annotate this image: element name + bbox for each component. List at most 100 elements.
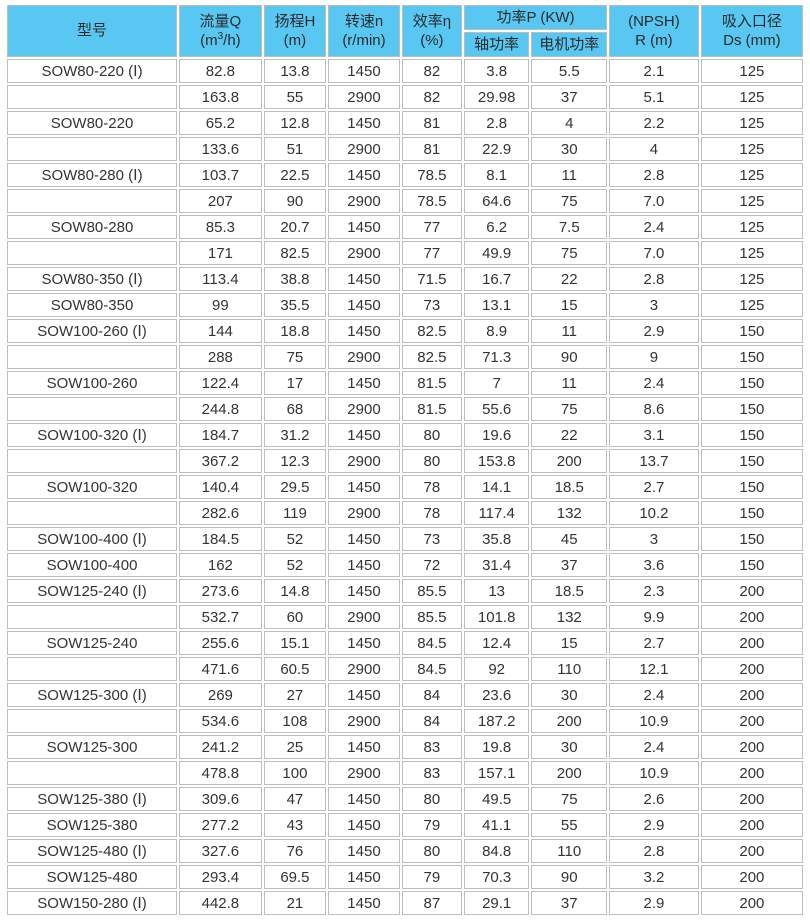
cell-head: 29.5	[263, 475, 327, 499]
cell-npsh: 2.2	[609, 111, 699, 135]
col-header-power-group-label: 功率P (KW)	[496, 8, 575, 26]
cell-motor-power: 11	[531, 319, 608, 343]
cell-flow: 171	[179, 241, 262, 265]
cell-head: 31.2	[263, 423, 327, 447]
cell-flow: 140.4	[179, 475, 262, 499]
cell-model	[7, 85, 178, 109]
cell-speed: 2900	[328, 449, 400, 473]
cell-npsh: 3.2	[609, 865, 699, 889]
cell-efficiency: 80	[401, 449, 462, 473]
cell-shaft-power: 7	[463, 371, 530, 395]
cell-head: 69.5	[263, 865, 327, 889]
col-header-efficiency-title: 效率η	[412, 12, 452, 30]
cell-suction-diameter: 200	[700, 709, 803, 733]
cell-flow: 162	[179, 553, 262, 577]
cell-head: 21	[263, 891, 327, 915]
table-row: SOW125-480 (Ⅰ) 327.6 76 1450 80 84.8 110 2.8 200	[7, 839, 803, 863]
cell-model	[7, 657, 178, 681]
table-row: 471.6 60.5 2900 84.5 92 110 12.1 200	[7, 657, 803, 681]
cell-motor-power: 4	[531, 111, 608, 135]
cell-efficiency: 82.5	[401, 345, 462, 369]
table-header: 型号 流量Q (m3/h) 扬程H (m) 转速n (r/min) 效率η (%…	[7, 5, 803, 57]
col-header-efficiency-unit: (%)	[420, 32, 444, 49]
col-header-speed-unit: (r/min)	[342, 32, 386, 49]
cell-efficiency: 72	[401, 553, 462, 577]
cell-npsh: 3	[609, 293, 699, 317]
cell-speed: 2900	[328, 709, 400, 733]
cell-npsh: 10.9	[609, 761, 699, 785]
cell-shaft-power: 6.2	[463, 215, 530, 239]
cell-model	[7, 501, 178, 525]
cell-motor-power: 75	[531, 397, 608, 421]
cell-head: 100	[263, 761, 327, 785]
cell-head: 22.5	[263, 163, 327, 187]
cell-shaft-power: 12.4	[463, 631, 530, 655]
cell-shaft-power: 64.6	[463, 189, 530, 213]
cell-head: 82.5	[263, 241, 327, 265]
cell-motor-power: 90	[531, 865, 608, 889]
table-row: 478.8 100 2900 83 157.1 200 10.9 200	[7, 761, 803, 785]
cell-flow: 269	[179, 683, 262, 707]
cell-flow: 534.6	[179, 709, 262, 733]
cell-efficiency: 77	[401, 215, 462, 239]
cell-efficiency: 82	[401, 85, 462, 109]
cell-motor-power: 37	[531, 553, 608, 577]
col-header-head: 扬程H (m)	[263, 5, 327, 57]
cell-model: SOW80-220 (Ⅰ)	[7, 59, 178, 83]
cell-head: 52	[263, 553, 327, 577]
cell-motor-power: 22	[531, 423, 608, 447]
cell-suction-diameter: 200	[700, 813, 803, 837]
col-header-npsh-title: (NPSH)	[628, 12, 680, 30]
table-row: 532.7 60 2900 85.5 101.8 132 9.9 200	[7, 605, 803, 629]
cell-npsh: 7.0	[609, 189, 699, 213]
cell-motor-power: 5.5	[531, 59, 608, 83]
table-row: 244.8 68 2900 81.5 55.6 75 8.6 150	[7, 397, 803, 421]
cell-head: 38.8	[263, 267, 327, 291]
cell-shaft-power: 84.8	[463, 839, 530, 863]
cell-efficiency: 84	[401, 683, 462, 707]
table-row: SOW150-280 (Ⅰ) 442.8 21 1450 87 29.1 37 2.9 200	[7, 891, 803, 915]
cell-efficiency: 73	[401, 293, 462, 317]
cell-speed: 2900	[328, 189, 400, 213]
cell-npsh: 2.9	[609, 891, 699, 915]
cell-model: SOW150-280 (Ⅰ)	[7, 891, 178, 915]
cell-flow: 471.6	[179, 657, 262, 681]
table-row: SOW100-260 122.4 17 1450 81.5 7 11 2.4 150	[7, 371, 803, 395]
cell-shaft-power: 49.5	[463, 787, 530, 811]
cell-efficiency: 87	[401, 891, 462, 915]
cell-flow: 293.4	[179, 865, 262, 889]
cell-speed: 1450	[328, 631, 400, 655]
table-row: SOW125-480 293.4 69.5 1450 79 70.3 90 3.2 200	[7, 865, 803, 889]
cell-npsh: 2.7	[609, 631, 699, 655]
cell-suction-diameter: 150	[700, 397, 803, 421]
cell-suction-diameter: 200	[700, 839, 803, 863]
cell-head: 76	[263, 839, 327, 863]
cell-flow: 532.7	[179, 605, 262, 629]
table-row: SOW125-240 255.6 15.1 1450 84.5 12.4 15 2.7 200	[7, 631, 803, 655]
cell-shaft-power: 22.9	[463, 137, 530, 161]
cell-speed: 2900	[328, 605, 400, 629]
cell-shaft-power: 153.8	[463, 449, 530, 473]
cell-npsh: 8.6	[609, 397, 699, 421]
cell-motor-power: 15	[531, 293, 608, 317]
cell-suction-diameter: 150	[700, 423, 803, 447]
col-header-flow-title: 流量Q	[199, 12, 242, 30]
cell-suction-diameter: 125	[700, 85, 803, 109]
cell-speed: 1450	[328, 735, 400, 759]
cell-head: 18.8	[263, 319, 327, 343]
cell-speed: 1450	[328, 787, 400, 811]
cell-suction-diameter: 125	[700, 59, 803, 83]
cell-npsh: 2.8	[609, 839, 699, 863]
cell-motor-power: 30	[531, 683, 608, 707]
col-header-power-group: 功率P (KW)	[463, 5, 608, 30]
cell-efficiency: 80	[401, 839, 462, 863]
cell-speed: 2900	[328, 241, 400, 265]
cell-npsh: 4	[609, 137, 699, 161]
cell-head: 55	[263, 85, 327, 109]
cell-motor-power: 110	[531, 657, 608, 681]
cell-motor-power: 37	[531, 891, 608, 915]
cell-npsh: 2.4	[609, 215, 699, 239]
cell-motor-power: 7.5	[531, 215, 608, 239]
cell-shaft-power: 35.8	[463, 527, 530, 551]
col-header-flow: 流量Q (m3/h)	[179, 5, 262, 57]
